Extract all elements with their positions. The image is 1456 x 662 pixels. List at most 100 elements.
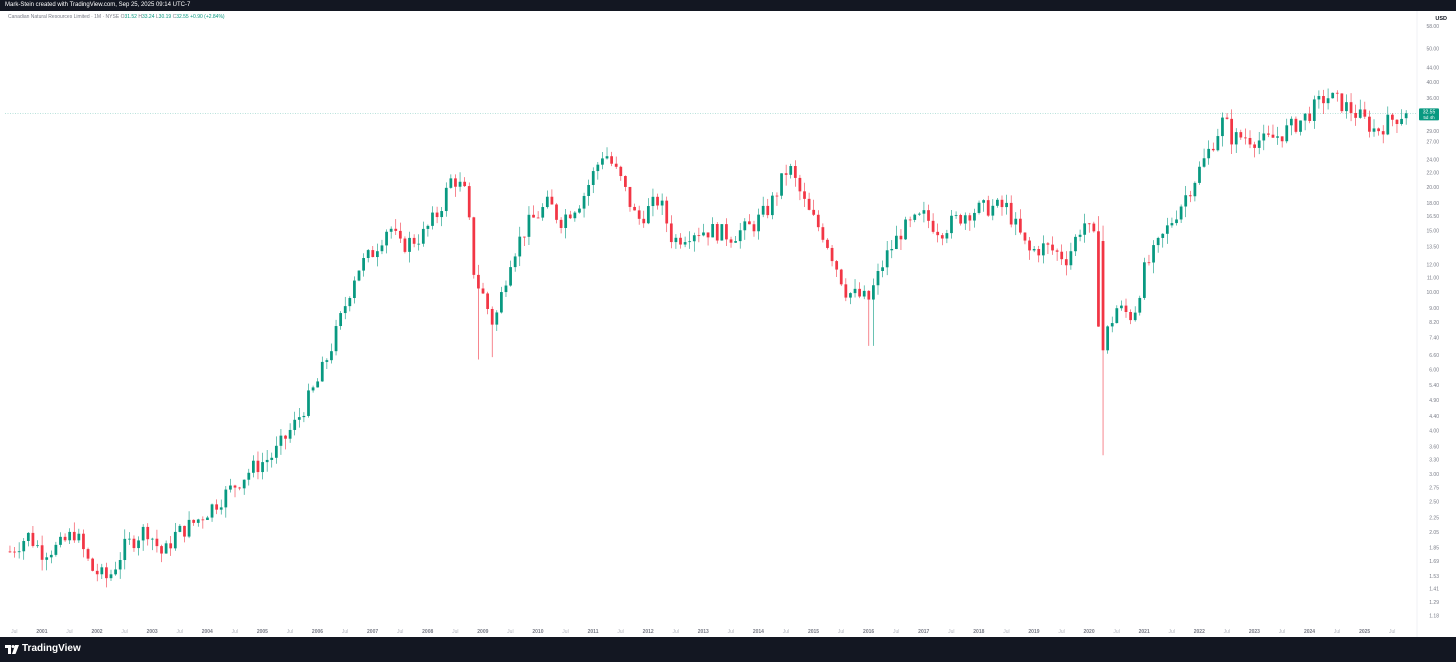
candle-body <box>766 205 770 216</box>
candle-body <box>541 207 545 218</box>
candle-body <box>853 288 857 294</box>
candle-body <box>251 460 255 473</box>
time-tick-label: Jul <box>617 629 623 635</box>
time-tick-label: Jul <box>1113 629 1119 635</box>
time-tick-label: 2022 <box>1194 629 1205 635</box>
price-tick-label: 3.30 <box>1429 458 1439 464</box>
candle-body <box>872 285 875 300</box>
price-tick-label: 13.50 <box>1426 245 1439 251</box>
time-tick-label: 2018 <box>973 629 984 635</box>
candle-body <box>440 211 444 218</box>
close-label: C <box>172 14 177 20</box>
candle-body <box>1074 236 1077 252</box>
candle-body <box>1147 262 1151 264</box>
candle-body <box>150 538 154 540</box>
candle-body <box>628 186 632 207</box>
candle-body <box>518 236 522 257</box>
price-tick-label: 4.90 <box>1429 398 1439 404</box>
candle-body <box>68 531 72 541</box>
candle-body <box>1170 223 1174 226</box>
candle-body <box>1120 305 1123 309</box>
candle-body <box>1303 113 1307 121</box>
candle-body <box>844 284 848 298</box>
candle-body <box>408 237 411 252</box>
candle-body <box>1037 249 1041 256</box>
price-tick-label: 2.25 <box>1429 516 1439 522</box>
candle-body <box>1354 112 1358 118</box>
candle-body <box>1230 118 1234 145</box>
time-tick-label: 2010 <box>532 629 543 635</box>
candle-body <box>1267 133 1270 135</box>
candle-body <box>1087 223 1091 225</box>
candle-body <box>798 177 802 192</box>
candle-body <box>784 173 788 175</box>
candle-body <box>1193 182 1197 197</box>
time-tick-label: Jul <box>11 629 17 635</box>
candle-body <box>380 245 384 252</box>
chart-area[interactable]: USD58.0050.0044.0040.0036.0032.0029.0027… <box>5 11 1451 637</box>
candle-body <box>330 351 333 361</box>
price-chart[interactable]: USD58.0050.0044.0040.0036.0032.0029.0027… <box>5 11 1451 637</box>
candle-body <box>114 569 117 575</box>
candle-body <box>353 280 356 299</box>
time-tick-label: 2008 <box>422 629 433 635</box>
candle-body <box>256 460 260 473</box>
candle-body <box>26 532 30 542</box>
candle-body <box>568 214 572 219</box>
candle-body <box>1349 102 1353 113</box>
candle-body <box>187 519 191 537</box>
candle-body <box>959 215 963 224</box>
price-tick-label: 11.00 <box>1427 276 1439 282</box>
candle-body <box>132 538 136 549</box>
candle-body <box>545 196 549 208</box>
candle-body <box>357 270 361 281</box>
price-tick-label: 20.00 <box>1426 185 1439 191</box>
candle-body <box>472 217 476 275</box>
time-tick-label: Jul <box>1169 629 1175 635</box>
price-tick-label: 1.29 <box>1429 600 1439 606</box>
candle-body <box>679 237 682 245</box>
candle-body <box>1211 148 1215 151</box>
candle-body <box>215 504 219 510</box>
candle-body <box>284 435 287 439</box>
price-tick-label: 36.00 <box>1426 96 1439 102</box>
candle-body <box>137 540 140 549</box>
candle-body <box>651 196 655 207</box>
candle-body <box>196 519 200 523</box>
candle-body <box>394 228 398 231</box>
candle-body <box>578 208 581 213</box>
candle-body <box>72 531 76 541</box>
time-tick-label: 2025 <box>1359 629 1370 635</box>
candle-body <box>688 241 692 243</box>
candle-body <box>105 567 108 579</box>
candle-body <box>950 215 953 234</box>
candle-body <box>17 551 21 553</box>
candle-body <box>1216 136 1220 151</box>
price-tick-label: 2.50 <box>1429 500 1439 506</box>
candle-body <box>1368 116 1371 132</box>
candle-body <box>1280 136 1284 142</box>
candle-body <box>509 267 512 286</box>
candle-body <box>646 206 650 224</box>
candle-body <box>1083 223 1087 235</box>
candle-body <box>1138 297 1142 313</box>
candle-body <box>757 214 760 232</box>
candle-body <box>334 326 338 352</box>
candle-body <box>1322 95 1325 104</box>
candle-body <box>160 546 163 554</box>
candle-body <box>1404 113 1408 119</box>
candle-body <box>141 526 145 541</box>
time-tick-label: 2020 <box>1084 629 1095 635</box>
candle-body <box>725 224 728 240</box>
candle-body <box>839 269 843 285</box>
candle-body <box>1188 195 1192 197</box>
time-tick-label: Jul <box>121 629 127 635</box>
candle-body <box>587 184 591 196</box>
candle-body <box>1060 251 1064 260</box>
time-tick-label: Jul <box>507 629 513 635</box>
time-tick-label: 2024 <box>1304 629 1315 635</box>
candle-body <box>954 215 958 216</box>
time-tick-label: Jul <box>562 629 568 635</box>
candle-body <box>812 209 816 215</box>
time-tick-label: Jul <box>452 629 458 635</box>
